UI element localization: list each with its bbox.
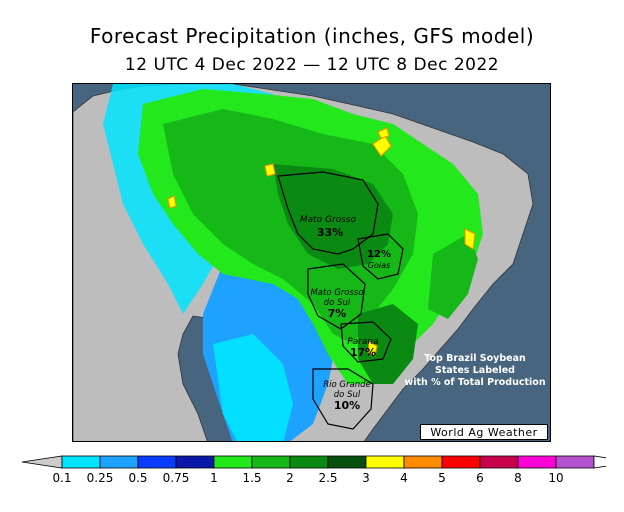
state-name-mato-grosso-do-sul-2: do Sul xyxy=(324,298,351,308)
state-pct-goias: 12% xyxy=(367,249,391,260)
state-outline-mato-grosso-do-sul xyxy=(307,263,366,330)
rain-yellow-patch xyxy=(377,127,390,139)
state-pct-mato-grosso: 33% xyxy=(317,226,343,239)
state-outline-mato-grosso xyxy=(277,171,379,255)
legend-tick-label: 6 xyxy=(476,471,484,485)
state-pct-mato-grosso-do-sul: 7% xyxy=(328,307,347,320)
rain-dark-green-south xyxy=(358,304,418,384)
rain-yellow-patch xyxy=(367,341,378,357)
state-name-mato-grosso-do-sul-1: Mato Grosso xyxy=(310,288,363,298)
legend-swatch xyxy=(213,455,253,469)
legend-tick-label: 1.5 xyxy=(242,471,262,485)
legend-tick-label: 2 xyxy=(286,471,294,485)
state-pct-rio-grande-do-sul: 10% xyxy=(334,399,360,412)
state-name-rio-grande-do-sul-1: Rio Grande xyxy=(323,380,370,390)
legend-tick-label: 0.75 xyxy=(162,471,190,485)
state-outline-parana xyxy=(340,321,392,363)
state-name-parana: Parana xyxy=(347,337,378,347)
rain-yellow-patch xyxy=(167,195,177,209)
credit-label: World Ag Weather xyxy=(420,424,548,440)
rain-light-south xyxy=(213,334,293,441)
legend-swatch xyxy=(251,455,291,469)
legend-tick-label: 0.1 xyxy=(52,471,72,485)
legend-swatch xyxy=(365,455,405,469)
legend-swatch xyxy=(99,455,139,469)
legend-swatch xyxy=(61,455,101,469)
legend-swatch xyxy=(441,455,481,469)
note-line-2: States Labeled xyxy=(435,365,515,376)
legend-swatch xyxy=(479,455,519,469)
state-pct-parana: 17% xyxy=(350,346,376,359)
map-title: Forecast Precipitation (inches, GFS mode… xyxy=(89,24,535,48)
precipitation-map: Mato Grosso 33% 12% Goias Mato Grosso do… xyxy=(72,83,551,442)
legend-tick-label: 3 xyxy=(362,471,370,485)
color-legend xyxy=(21,455,606,469)
legend-swatch xyxy=(403,455,443,469)
state-name-mato-grosso: Mato Grosso xyxy=(300,215,357,225)
legend-tick-label: 0.25 xyxy=(86,471,114,485)
legend-tick-label: 5 xyxy=(438,471,446,485)
legend-swatch xyxy=(517,455,557,469)
rain-east-coast xyxy=(428,234,478,319)
legend-low-arrow xyxy=(21,455,63,469)
legend-swatch xyxy=(175,455,215,469)
legend-tick-label: 10 xyxy=(548,471,564,485)
state-name-goias: Goias xyxy=(368,261,390,270)
map-canvas: Mato Grosso 33% 12% Goias Mato Grosso do… xyxy=(73,84,550,441)
state-name-rio-grande-do-sul-2: do Sul xyxy=(334,390,361,400)
legend-high-arrow xyxy=(593,455,606,469)
legend-swatch xyxy=(289,455,329,469)
legend-tick-label: 4 xyxy=(400,471,408,485)
legend-tick-label: 1 xyxy=(210,471,218,485)
map-subtitle: 12 UTC 4 Dec 2022 — 12 UTC 8 Dec 2022 xyxy=(124,55,500,75)
legend-swatch xyxy=(327,455,367,469)
legend-tick-label: 0.5 xyxy=(128,471,148,485)
rain-dark-green xyxy=(273,164,393,269)
state-outline-rio-grande-do-sul xyxy=(312,368,374,430)
rain-yellow-patch xyxy=(264,163,276,177)
legend-tick-label: 2.5 xyxy=(318,471,338,485)
note-line-1: Top Brazil Soybean xyxy=(424,353,526,364)
legend-swatch xyxy=(555,455,595,469)
note-line-3: with % of Total Production xyxy=(404,377,545,388)
legend-tick-label: 8 xyxy=(514,471,522,485)
rain-yellow-patch xyxy=(372,135,392,157)
legend-swatch xyxy=(137,455,177,469)
rain-yellow-patch xyxy=(464,228,476,250)
state-outline-goias xyxy=(357,233,404,280)
